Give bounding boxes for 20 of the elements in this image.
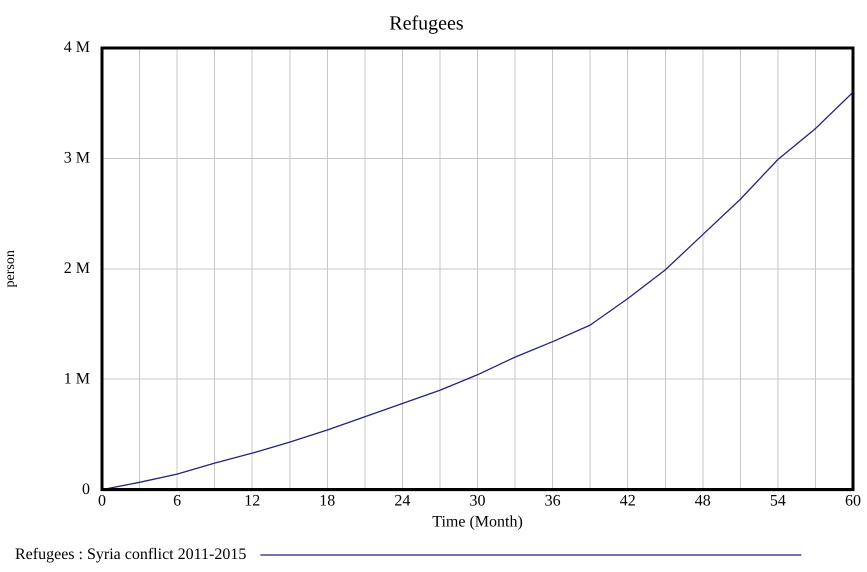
x-tick-label: 36 xyxy=(544,492,561,510)
x-tick-label: 18 xyxy=(319,492,336,510)
y-tick-label: 0 xyxy=(82,480,90,498)
text: Refugees : Syria conflict 2011-2015 xyxy=(15,546,246,564)
x-tick-label: 12 xyxy=(244,492,260,510)
y-tick-label: 3 M xyxy=(64,150,90,167)
chart-title: Refugees xyxy=(389,12,464,34)
y-tick-label: 1 M xyxy=(64,370,90,388)
x-tick-label: 0 xyxy=(98,492,106,510)
x-tick-label: 54 xyxy=(770,492,786,510)
x-tick-label: 48 xyxy=(694,492,711,510)
x-tick-label: 60 xyxy=(845,492,861,510)
x-tick-label: 30 xyxy=(470,492,486,510)
x-tick-label: 6 xyxy=(173,492,182,510)
y-tick-label: 4 M xyxy=(64,39,90,56)
x-tick-label: 42 xyxy=(620,492,636,510)
y-tick-label: 2 M xyxy=(64,260,90,278)
x-tick-label: 24 xyxy=(394,492,410,510)
y-axis-title: person xyxy=(3,250,18,288)
x-axis-title: Time (Month) xyxy=(432,514,523,531)
